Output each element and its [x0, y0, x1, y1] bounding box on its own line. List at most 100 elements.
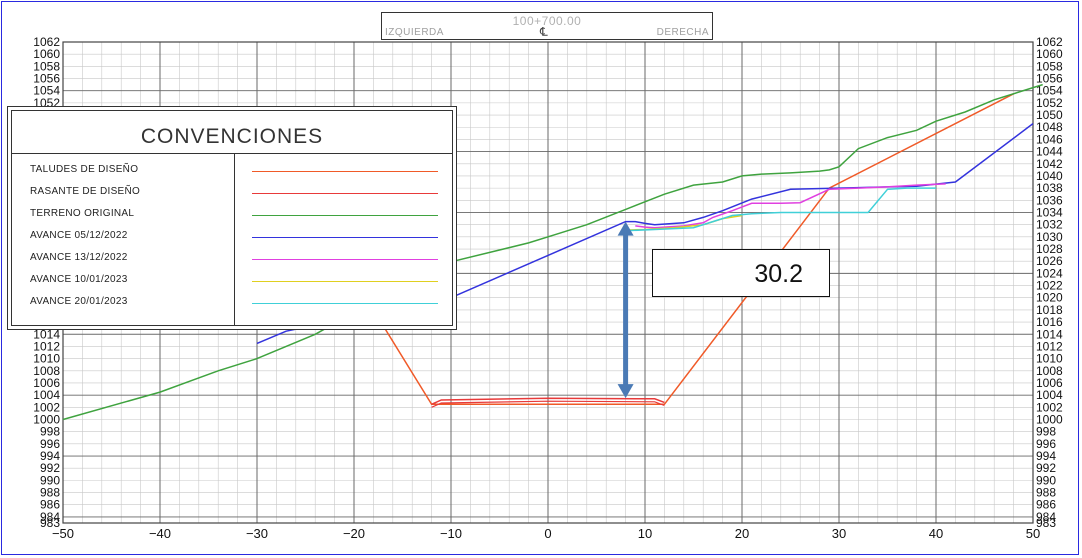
y-tick-label-left: 984: [40, 510, 60, 524]
y-tick-label-right: 1000: [1036, 412, 1063, 426]
legend-box: CONVENCIONES TALUDES DE DISEÑO RASANTE DE…: [7, 106, 457, 330]
right-side-label: DERECHA: [656, 27, 709, 38]
y-tick-label-left: 996: [40, 437, 60, 451]
y-tick-label-right: 1006: [1036, 376, 1063, 390]
series-line-0: [372, 93, 1014, 406]
y-tick-label-left: 1000: [33, 412, 60, 426]
y-tick-label-left: 990: [40, 473, 60, 487]
y-tick-label-left: 1056: [33, 72, 60, 86]
y-tick-label-right: 1062: [1036, 35, 1063, 49]
y-tick-label-left: 986: [40, 498, 60, 512]
legend-label: TERRENO ORIGINAL: [30, 208, 135, 219]
legend-title: CONVENCIONES: [140, 125, 324, 148]
y-tick-label-right: 990: [1036, 473, 1056, 487]
y-tick-label-left: 1006: [33, 376, 60, 390]
y-tick-label-left: 992: [40, 461, 60, 475]
legend-swatch: [252, 237, 438, 238]
y-tick-label-left: 1004: [33, 388, 60, 402]
y-tick-label-right: 1008: [1036, 364, 1063, 378]
x-tick-label: 10: [638, 526, 652, 541]
y-tick-label-right: 1040: [1036, 169, 1063, 183]
x-tick-label: −30: [246, 526, 268, 541]
x-tick-label: 0: [544, 526, 551, 541]
distance-value: 30.2: [754, 260, 803, 288]
x-tick-label: −20: [343, 526, 365, 541]
y-tick-label-right: 984: [1036, 510, 1056, 524]
centerline-icon: ℄: [540, 25, 548, 39]
y-tick-label-left: 1002: [33, 400, 60, 414]
y-tick-label-right: 992: [1036, 461, 1056, 475]
y-tick-label-right: 1020: [1036, 291, 1063, 305]
y-tick-label-right: 1048: [1036, 120, 1063, 134]
distance-callout: 30.2: [652, 249, 830, 297]
y-tick-label-right: 1038: [1036, 181, 1063, 195]
legend-inner-frame: CONVENCIONES TALUDES DE DISEÑO RASANTE DE…: [11, 110, 453, 326]
y-tick-label-right: 1036: [1036, 193, 1063, 207]
y-tick-label-right: 1042: [1036, 157, 1063, 171]
y-tick-label-right: 1004: [1036, 388, 1063, 402]
series-line-6: [625, 187, 936, 232]
left-side-label: IZQUIERDA: [385, 27, 444, 38]
y-tick-label-right: 1058: [1036, 59, 1063, 73]
height-arrow-head-top: [617, 221, 634, 236]
y-tick-label-left: 1008: [33, 364, 60, 378]
y-tick-label-right: 996: [1036, 437, 1056, 451]
y-tick-label-right: 1010: [1036, 352, 1063, 366]
y-tick-label-right: 1026: [1036, 254, 1063, 268]
y-tick-label-right: 1046: [1036, 132, 1063, 146]
legend-label: TALUDES DE DISEÑO: [30, 164, 139, 175]
x-tick-label: 50: [1026, 526, 1040, 541]
series-line-1-lower: [431, 400, 665, 408]
y-tick-label-right: 1054: [1036, 84, 1063, 98]
y-tick-label-right: 1028: [1036, 242, 1063, 256]
y-tick-label-right: 1024: [1036, 266, 1063, 280]
x-tick-label: 20: [735, 526, 749, 541]
y-tick-label-left: 1012: [33, 339, 60, 353]
x-tick-label: −50: [52, 526, 74, 541]
y-tick-label-right: 1056: [1036, 72, 1063, 86]
y-tick-label-right: 1050: [1036, 108, 1063, 122]
series-line-1: [431, 397, 665, 405]
legend-swatch: [252, 215, 438, 216]
y-tick-label-right: 986: [1036, 498, 1056, 512]
y-tick-label-right: 1052: [1036, 96, 1063, 110]
legend-label: AVANCE 13/12/2022: [30, 252, 128, 263]
y-tick-label-left: 1054: [33, 84, 60, 98]
y-tick-label-left: 1058: [33, 59, 60, 73]
y-tick-label-right: 1012: [1036, 339, 1063, 353]
y-tick-label-left: 998: [40, 425, 60, 439]
x-tick-label: −40: [149, 526, 171, 541]
series-line-2: [62, 83, 1043, 421]
y-tick-label-right: 994: [1036, 449, 1056, 463]
y-tick-label-left: 994: [40, 449, 60, 463]
x-tick-label: 30: [832, 526, 846, 541]
station-header: 100+700.00 IZQUIERDA ℄ DERECHA: [381, 12, 713, 40]
legend-column-divider: [234, 153, 235, 325]
y-tick-label-left: 1014: [33, 327, 60, 341]
y-tick-label-right: 1060: [1036, 47, 1063, 61]
y-tick-label-left: 1062: [33, 35, 60, 49]
y-tick-label-right: 1014: [1036, 327, 1063, 341]
x-tick-label: −10: [440, 526, 462, 541]
y-tick-label-right: 1032: [1036, 218, 1063, 232]
series-line-4: [635, 183, 946, 229]
y-tick-label-right: 1018: [1036, 303, 1063, 317]
legend-label: RASANTE DE DISEÑO: [30, 186, 141, 197]
station-value: 100+700.00: [512, 14, 582, 28]
legend-swatch: [252, 281, 438, 282]
y-tick-label-left: 988: [40, 486, 60, 500]
x-tick-label: 40: [929, 526, 943, 541]
y-tick-label-right: 983: [1036, 516, 1056, 530]
y-tick-label-right: 988: [1036, 486, 1056, 500]
legend-label: AVANCE 20/01/2023: [30, 296, 128, 307]
y-tick-label-right: 1034: [1036, 205, 1063, 219]
y-tick-label-right: 1002: [1036, 400, 1063, 414]
y-tick-label-right: 1022: [1036, 279, 1063, 293]
y-tick-label-right: 1044: [1036, 145, 1063, 159]
y-tick-label-left: 1060: [33, 47, 60, 61]
height-arrow-head-bottom: [617, 384, 634, 399]
y-tick-label-left: 1010: [33, 352, 60, 366]
legend-label: AVANCE 05/12/2022: [30, 230, 128, 241]
legend-label: AVANCE 10/01/2023: [30, 274, 128, 285]
